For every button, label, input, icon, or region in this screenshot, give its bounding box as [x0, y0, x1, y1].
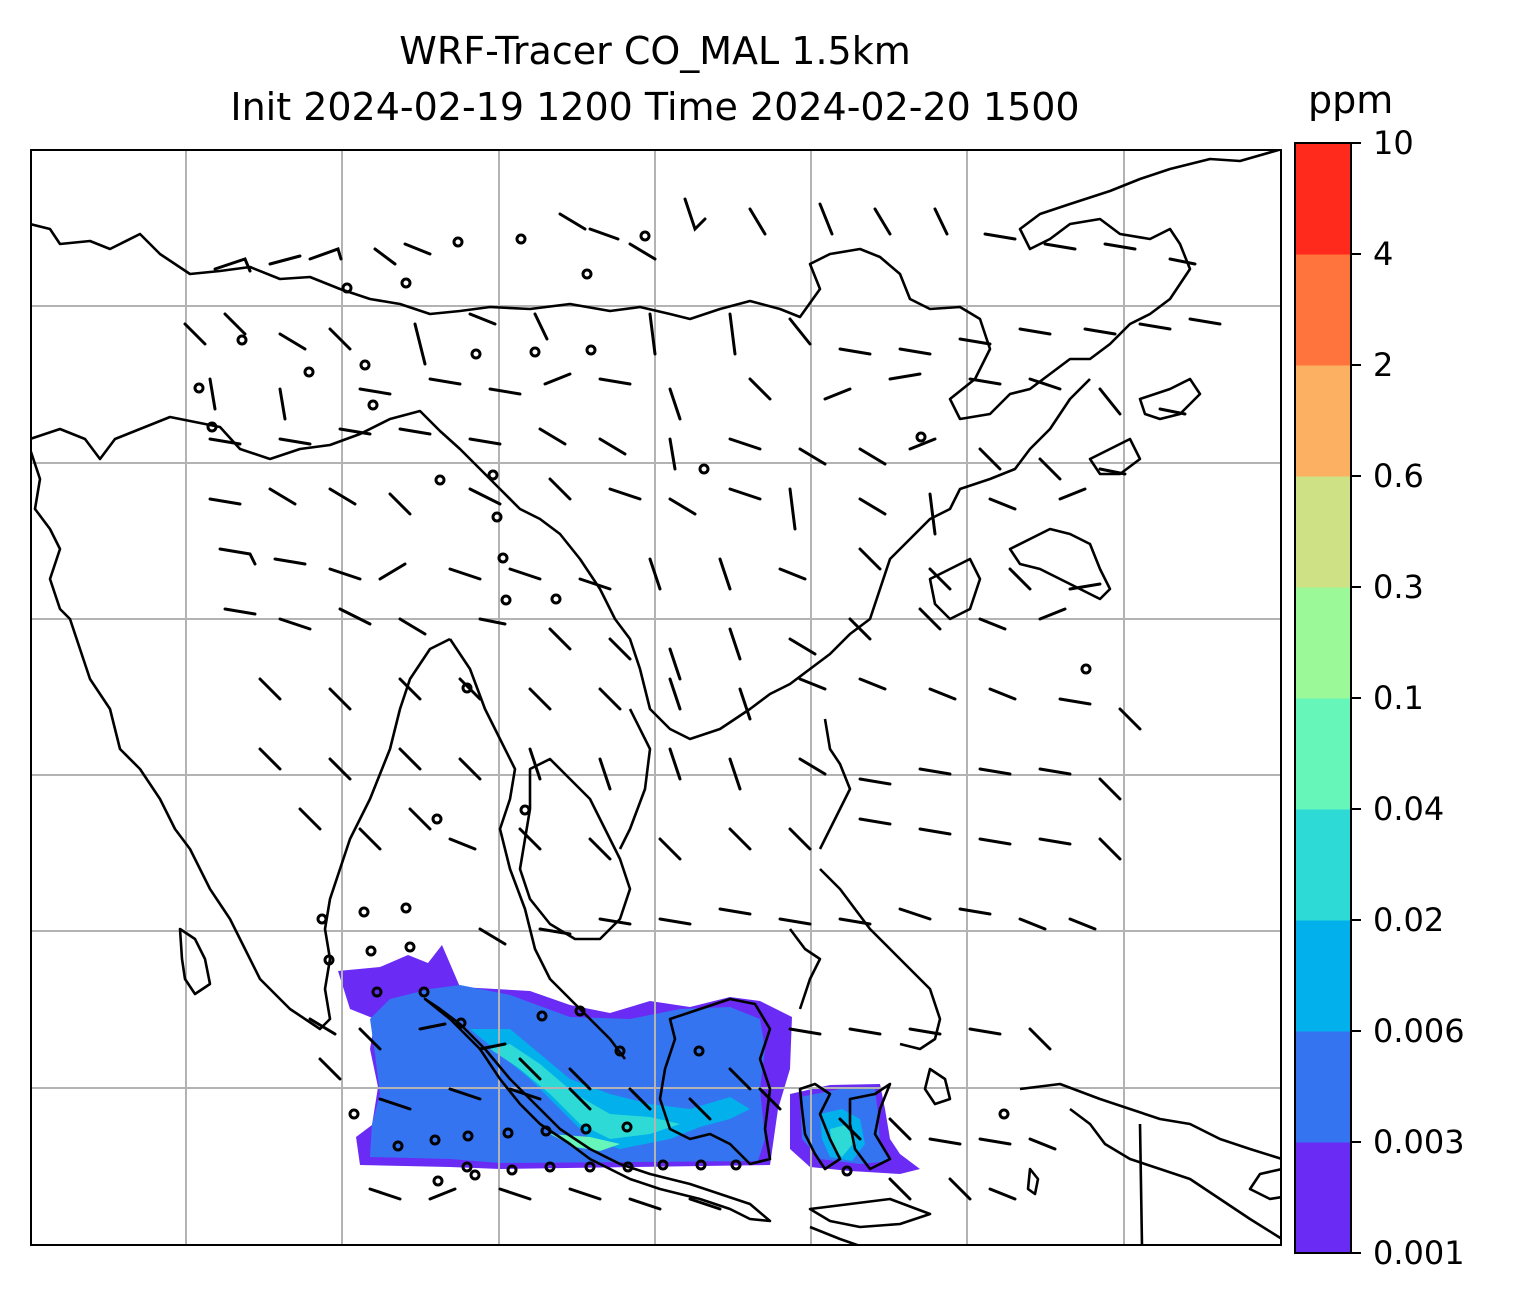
colorbar-tick-label: 0.6	[1373, 457, 1424, 495]
colorbar-tick-label: 0.3	[1373, 568, 1424, 606]
colorbar-tick-label: 4	[1373, 235, 1393, 273]
gridlines	[30, 149, 1282, 1246]
plume-layer-0006	[470, 1029, 750, 1149]
calm-markers	[193, 230, 1092, 1187]
colorbar-band	[1295, 476, 1351, 588]
colorbar-band	[1295, 254, 1351, 366]
colorbar: 0.001 0.003 0.006 0.02 0.04 0.1 0.3 0.6 2 4 10	[1294, 124, 1465, 1272]
colorbar-tick-label: 0.04	[1373, 790, 1444, 828]
wind-barbs	[183, 197, 1222, 1211]
colorbar-band	[1295, 587, 1351, 699]
colorbar-band	[1295, 920, 1351, 1032]
colorbar-band	[1295, 698, 1351, 810]
colorbar-band	[1295, 809, 1351, 921]
colorbar-tick-label: 0.003	[1373, 1123, 1465, 1161]
plot-title-line1: WRF-Tracer CO_MAL 1.5km	[399, 29, 911, 73]
colorbar-band	[1295, 365, 1351, 477]
colorbar-band	[1295, 1031, 1351, 1143]
colorbar-band	[1295, 143, 1351, 255]
plot-title-line2: Init 2024-02-19 1200 Time 2024-02-20 150…	[230, 85, 1080, 129]
map-panel	[30, 149, 1282, 1246]
colorbar-tick-label: 0.1	[1373, 679, 1424, 717]
plume-layer-002	[490, 1044, 680, 1139]
colorbar-unit-label: ppm	[1308, 78, 1394, 122]
colorbar-bands	[1295, 143, 1351, 1254]
colorbar-tick-label: 10	[1373, 124, 1414, 162]
plume-layer-004	[550, 1134, 620, 1151]
colorbar-tick-label: 2	[1373, 346, 1393, 384]
colorbar-tick-label: 0.006	[1373, 1012, 1465, 1050]
coastlines	[30, 149, 1282, 1246]
colorbar-ticks: 0.001 0.003 0.006 0.02 0.04 0.1 0.3 0.6 2 4 10	[1351, 124, 1465, 1272]
colorbar-band	[1295, 1142, 1351, 1254]
colorbar-tick-label: 0.001	[1373, 1234, 1465, 1272]
colorbar-tick-label: 0.02	[1373, 901, 1444, 939]
